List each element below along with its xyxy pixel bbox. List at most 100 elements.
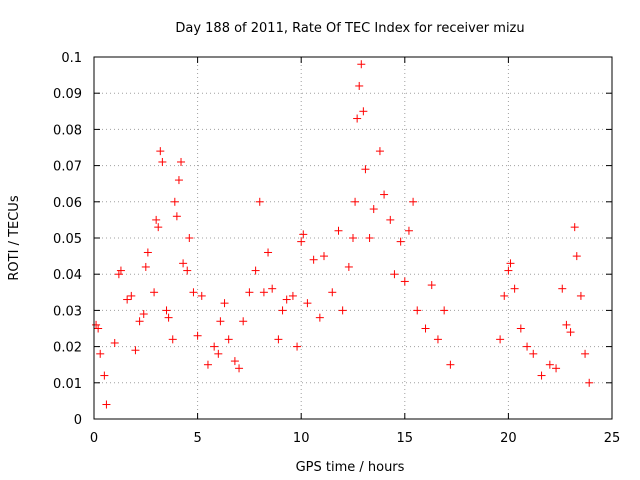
x-tick-label: 20: [500, 431, 517, 446]
data-point: [185, 234, 194, 242]
data-point: [174, 176, 183, 185]
data-point: [506, 259, 515, 268]
y-tick-label: 0.06: [53, 196, 82, 211]
y-tick-label: 0.07: [53, 160, 82, 175]
data-point: [116, 266, 125, 275]
data-point: [102, 400, 111, 409]
data-point: [500, 291, 509, 300]
data-point: [334, 226, 343, 235]
x-tick-label: 0: [90, 431, 98, 446]
data-point: [282, 295, 291, 304]
data-point: [328, 288, 337, 297]
data-point: [297, 237, 306, 246]
data-point: [264, 248, 273, 257]
data-points: [92, 60, 594, 409]
data-point: [433, 335, 442, 344]
data-point: [158, 157, 167, 166]
data-point: [164, 313, 173, 322]
data-point: [319, 252, 328, 261]
data-point: [268, 284, 277, 293]
data-point: [446, 360, 455, 369]
data-point: [351, 197, 360, 206]
data-point: [235, 364, 244, 373]
data-point: [216, 317, 225, 326]
data-point: [585, 378, 594, 387]
tick-labels: 0 5 10 15 20 25 0 0.01 0.02 0.03 0.04 0.05 0.06 0.07 0…: [53, 51, 620, 446]
data-point: [537, 371, 546, 380]
data-point: [404, 226, 413, 235]
data-point: [529, 349, 538, 358]
data-point: [152, 215, 161, 224]
data-point: [203, 360, 212, 369]
data-point: [552, 364, 561, 373]
data-point: [139, 310, 148, 319]
y-axis-label: ROTI / TECUs: [7, 195, 22, 280]
y-tick-label: 0.02: [53, 341, 82, 356]
data-point: [576, 291, 585, 300]
data-point: [193, 331, 202, 340]
data-point: [562, 320, 571, 329]
data-point: [288, 291, 297, 300]
data-point: [183, 266, 192, 275]
chart-title: Day 188 of 2011, Rate Of TEC Index for r…: [175, 21, 524, 36]
data-point: [510, 284, 519, 293]
data-point: [353, 114, 362, 123]
data-point: [365, 234, 374, 242]
data-point: [545, 360, 554, 369]
data-point: [172, 212, 181, 221]
x-tick-label: 25: [604, 431, 621, 446]
data-point: [293, 342, 302, 351]
x-tick-label: 10: [293, 431, 310, 446]
data-point: [357, 60, 366, 69]
data-point: [96, 349, 105, 358]
data-point: [344, 262, 353, 271]
data-point: [523, 342, 532, 351]
data-point: [255, 197, 264, 206]
x-tick-label: 15: [397, 431, 414, 446]
data-point: [570, 223, 579, 232]
data-point: [400, 277, 409, 286]
data-point: [278, 306, 287, 315]
data-point: [224, 335, 233, 344]
data-point: [355, 81, 364, 90]
y-tick-label: 0.08: [53, 123, 82, 138]
data-point: [359, 107, 368, 116]
data-point: [251, 266, 260, 275]
plot-frame: [93, 56, 613, 420]
data-point: [143, 248, 152, 257]
data-point: [390, 270, 399, 279]
data-point: [299, 230, 308, 239]
data-point: [396, 237, 405, 246]
data-point: [150, 288, 159, 297]
y-tick-label: 0.05: [53, 232, 82, 247]
data-point: [135, 317, 144, 326]
data-point: [375, 147, 384, 156]
y-tick-label: 0.04: [53, 268, 82, 283]
data-point: [156, 147, 165, 156]
data-point: [245, 288, 254, 297]
data-point: [94, 324, 103, 333]
data-point: [361, 165, 370, 174]
x-tick-label: 5: [193, 431, 201, 446]
data-point: [154, 223, 163, 232]
data-point: [141, 262, 150, 271]
y-tick-label: 0: [74, 413, 82, 428]
data-point: [274, 335, 283, 344]
data-point: [309, 255, 318, 264]
data-point: [123, 295, 132, 304]
data-point: [131, 346, 140, 355]
y-tick-label: 0.1: [61, 51, 82, 66]
data-point: [386, 215, 395, 224]
data-point: [421, 324, 430, 333]
data-point: [210, 342, 219, 351]
data-point: [230, 357, 239, 366]
data-point: [214, 349, 223, 358]
data-point: [338, 306, 347, 315]
data-point: [504, 266, 513, 275]
data-point: [239, 317, 248, 326]
data-point: [303, 299, 312, 308]
data-point: [170, 197, 179, 206]
data-point: [162, 306, 171, 315]
data-point: [440, 306, 449, 315]
